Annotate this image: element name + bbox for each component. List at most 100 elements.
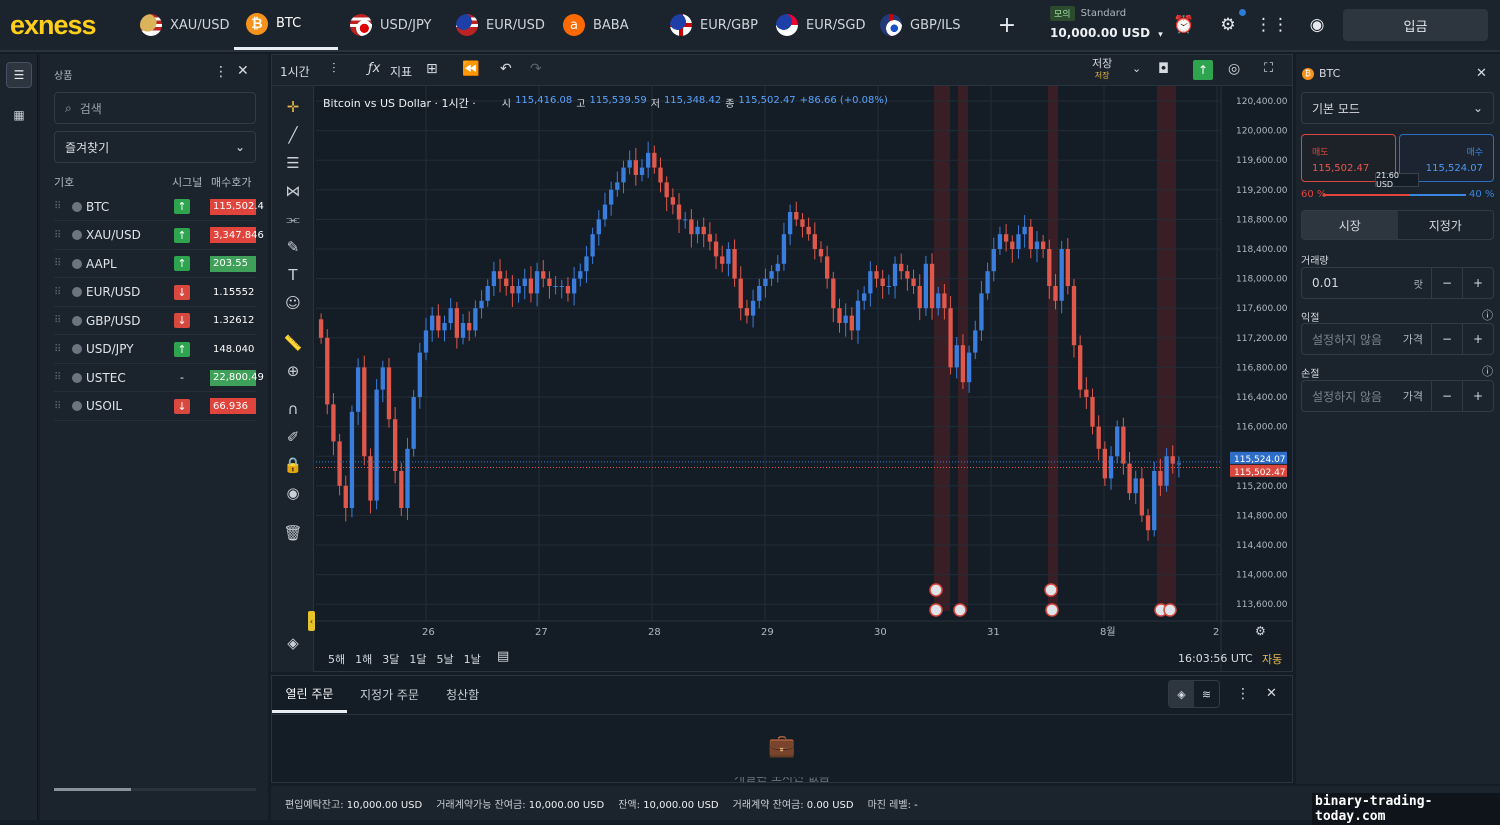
fullscreen-icon[interactable]: ⛶	[1264, 61, 1274, 76]
chevron-down-icon[interactable]: ⌄	[1132, 62, 1142, 75]
profile-icon[interactable]: ◉	[1309, 15, 1325, 35]
stop-loss-input[interactable]: 설정하지 않음 가격 − +	[1301, 380, 1494, 412]
brush-icon[interactable]: ✎	[286, 238, 300, 256]
instrument-row[interactable]: ⠿ BTC ↑ 115,502.4	[54, 193, 264, 221]
redo-icon[interactable]: ↷	[530, 61, 542, 77]
take-profit-input[interactable]: 설정하지 않음 가격 − +	[1301, 323, 1494, 355]
favorites-dropdown[interactable]: 즐겨찾기 ⌄	[54, 131, 256, 163]
fib-icon[interactable]: ☰	[286, 154, 300, 172]
time-range-4[interactable]: 5날	[436, 653, 454, 666]
indicators-button[interactable]: 지표	[390, 65, 413, 79]
volume-stepper[interactable]: 0.01 랏 − +	[1301, 267, 1494, 299]
visibility-icon[interactable]: ◉	[286, 484, 300, 502]
camera-icon[interactable]: ◘	[1158, 61, 1170, 77]
tab-eur-usd[interactable]: EUR/USD	[456, 0, 545, 50]
stack-icon[interactable]: ≋	[1201, 687, 1212, 701]
tab-gbp-ils[interactable]: GBP/ILS	[880, 0, 961, 50]
undo-icon[interactable]: ↶	[500, 61, 512, 77]
drag-handle-icon[interactable]: ⠿	[54, 315, 62, 326]
close-icon[interactable]: ✕	[1476, 66, 1487, 81]
sl-price-mode[interactable]: 가격	[1402, 390, 1423, 403]
time-range-5[interactable]: 1날	[463, 653, 481, 666]
tab-usd-jpy[interactable]: USD/JPY	[350, 0, 432, 50]
time-range-1[interactable]: 1해	[355, 653, 373, 666]
drag-handle-icon[interactable]: ⠿	[54, 286, 62, 298]
close-icon[interactable]: ✕	[1266, 686, 1277, 701]
trend-line-icon[interactable]: ╱	[288, 126, 298, 144]
drag-handle-icon[interactable]: ⠿	[54, 400, 62, 412]
add-tab-icon[interactable]: +	[997, 12, 1017, 38]
close-icon[interactable]: ✕	[237, 63, 249, 79]
instruments-list-icon[interactable]: ☰	[6, 62, 32, 88]
magnet-icon[interactable]: ∩	[287, 400, 299, 418]
candle-type-icon[interactable]: ⫶	[332, 61, 336, 77]
instrument-row[interactable]: ⠿ AAPL ↑ 203.55	[54, 250, 256, 278]
drag-handle-icon[interactable]: ⠿	[54, 258, 62, 269]
view-toggle[interactable]: ◈ ≋	[1168, 680, 1220, 708]
pattern-icon[interactable]: ⋈	[285, 182, 301, 200]
lock-draw-icon[interactable]: ✐	[286, 428, 300, 446]
settings-icon[interactable]: ⚙	[1255, 624, 1266, 638]
instrument-row[interactable]: ⠿ USD/JPY ↑ 148.040	[54, 336, 256, 364]
drag-handle-icon[interactable]: ⠿	[54, 372, 62, 383]
tab-closed[interactable]: 청산함	[446, 686, 479, 703]
mode-dropdown[interactable]: 기본 모드 ⌄	[1301, 92, 1494, 124]
tab-eur-sgd[interactable]: EUR/SGD	[776, 0, 865, 50]
more-menu-icon[interactable]: ⋮	[1236, 686, 1250, 702]
instrument-row[interactable]: ⠿ GBP/USD ↓ 1.32612	[54, 307, 256, 335]
drag-handle-icon[interactable]: ⠿	[54, 343, 62, 355]
market-tab[interactable]: 시장	[1302, 211, 1398, 239]
drag-handle-icon[interactable]: ⠿	[54, 201, 62, 212]
exness-logo[interactable]: exness	[10, 10, 97, 40]
time-range-3[interactable]: 1달	[409, 653, 427, 666]
auto-scale-toggle[interactable]: 자동	[1262, 653, 1283, 666]
apps-grid-icon[interactable]: ⋮⋮	[1255, 15, 1289, 35]
crosshair-icon[interactable]: ✛	[286, 98, 300, 116]
time-range-2[interactable]: 3달	[382, 653, 400, 666]
candlestick-chart[interactable]: 120,400.00 120,000.00 119,600.00 119,200.00…	[272, 86, 1292, 672]
date-picker-icon[interactable]: ▤	[497, 649, 510, 664]
minus-button[interactable]: −	[1431, 381, 1462, 411]
plus-button[interactable]: +	[1462, 324, 1493, 354]
instrument-row[interactable]: ⠿ USTEC - 22,800.49	[54, 364, 264, 392]
scrollbar[interactable]	[54, 788, 256, 791]
emoji-icon[interactable]: ☺	[285, 294, 301, 312]
drag-handle-icon[interactable]: ⠿	[54, 229, 62, 241]
calendar-icon[interactable]: ▦	[13, 108, 25, 122]
tab-btc[interactable]: ₿ BTC	[234, 0, 338, 50]
text-icon[interactable]: T	[288, 266, 298, 284]
tab-xau-usd[interactable]: XAU/USD	[140, 0, 229, 50]
account-selector[interactable]: 모의 Standard 10,000.00 USD ▾	[1050, 6, 1163, 40]
alarm-clock-icon[interactable]: ⏰	[1173, 15, 1195, 35]
instrument-row[interactable]: ⠿ XAU/USD ↑ 3,347.846	[54, 222, 264, 250]
collapse-handle[interactable]: ‹	[308, 611, 315, 631]
deposit-button[interactable]: 입금	[1343, 9, 1488, 41]
time-range-0[interactable]: 5해	[328, 653, 346, 666]
ruler-icon[interactable]: 📏	[283, 334, 303, 352]
limit-tab[interactable]: 지정가	[1428, 218, 1462, 233]
volume-input[interactable]: 0.01	[1312, 276, 1339, 290]
info-icon[interactable]: ⓘ	[1482, 309, 1493, 322]
eye-icon[interactable]: ◎	[1228, 61, 1241, 77]
layer-icon[interactable]: ◈	[1169, 681, 1194, 707]
info-icon[interactable]: ⓘ	[1482, 365, 1493, 378]
indicators-icon[interactable]: ƒx	[368, 61, 381, 76]
tp-price-mode[interactable]: 가격	[1402, 333, 1423, 346]
tab-baba[interactable]: a BABA	[563, 0, 629, 50]
layers-icon[interactable]: ◈	[287, 634, 299, 652]
plus-button[interactable]: +	[1462, 381, 1493, 411]
gear-icon[interactable]: ⚙	[1220, 15, 1236, 35]
minus-button[interactable]: −	[1431, 324, 1462, 354]
instrument-row[interactable]: ⠿ EUR/USD ↓ 1.15552	[54, 279, 256, 307]
projection-icon[interactable]: ⫘	[286, 210, 300, 228]
lock-icon[interactable]: 🔒	[283, 456, 303, 474]
search-input[interactable]: ⌕ 검색	[54, 92, 256, 124]
tab-pending-orders[interactable]: 지정가 주문	[360, 686, 419, 703]
templates-icon[interactable]: ⊞	[426, 61, 438, 77]
plus-button[interactable]: +	[1462, 268, 1493, 298]
tab-eur-gbp[interactable]: EUR/GBP	[670, 0, 758, 50]
more-menu-icon[interactable]: ⋮	[214, 64, 228, 80]
save-button[interactable]: 저장 저장	[1092, 58, 1112, 81]
zoom-in-icon[interactable]: ⊕	[286, 362, 300, 380]
minus-button[interactable]: −	[1431, 268, 1462, 298]
